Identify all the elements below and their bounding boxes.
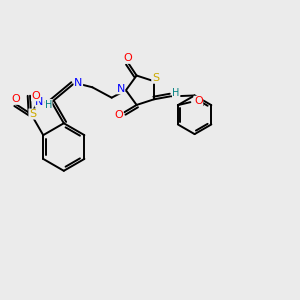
Text: N: N (116, 84, 125, 94)
Text: N: N (35, 97, 44, 107)
Text: S: S (29, 109, 36, 119)
Text: O: O (11, 94, 20, 104)
Text: O: O (32, 91, 40, 101)
Text: S: S (152, 73, 159, 83)
Text: N: N (74, 78, 82, 88)
Text: O: O (114, 110, 123, 120)
Text: O: O (194, 96, 203, 106)
Text: H: H (172, 88, 180, 98)
Text: H: H (45, 100, 52, 110)
Text: O: O (123, 53, 132, 63)
